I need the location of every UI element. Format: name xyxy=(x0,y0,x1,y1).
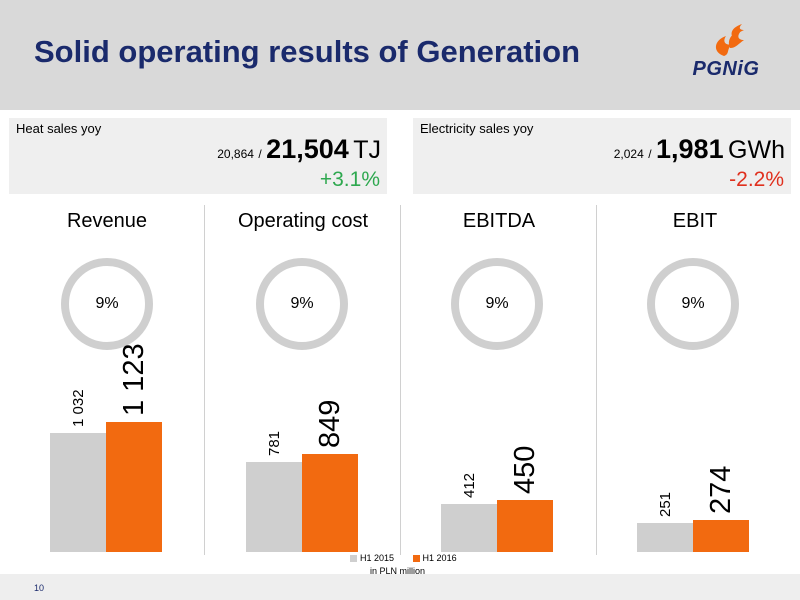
label-operating-cost-h1-2016: 849 xyxy=(314,399,346,448)
electricity-sales-label: Electricity sales yoy xyxy=(420,121,534,136)
bar-operating-cost-h1-2016 xyxy=(302,454,358,552)
bar-ebit-h1-2015 xyxy=(637,523,693,552)
legend-swatch-h1-2015 xyxy=(350,555,357,563)
heat-sales-change: +3.1% xyxy=(319,168,380,191)
label-ebit-h1-2016: 274 xyxy=(705,465,737,514)
bar-operating-cost-h1-2015 xyxy=(246,462,302,552)
heat-sales-separator: / xyxy=(258,147,262,161)
bar-ebitda-h1-2016 xyxy=(497,500,553,552)
label-ebit-h1-2015: 251 xyxy=(657,491,674,517)
heat-sales-box: Heat sales yoy 20,864 / 21,504 TJ +3.1% xyxy=(9,118,387,194)
slide-header xyxy=(0,0,800,110)
label-ebitda-h1-2016: 450 xyxy=(509,445,541,494)
logo-text: PGNiG xyxy=(692,58,760,80)
bar-ebit-h1-2016 xyxy=(693,520,749,552)
panel-title-ebit: EBIT xyxy=(672,210,718,232)
ring-revenue xyxy=(61,258,153,350)
ring-label-ebit: 9% xyxy=(681,295,705,312)
electricity-sales-separator: / xyxy=(648,147,652,161)
electricity-sales-change: -2.2% xyxy=(729,168,784,191)
label-ebitda-h1-2015: 412 xyxy=(461,472,478,498)
panel-title-ebitda: EBITDA xyxy=(462,210,536,232)
heat-sales-unit: TJ xyxy=(353,136,381,164)
ring-operating-cost xyxy=(256,258,348,350)
electricity-sales-box: Electricity sales yoy 2,024 / 1,981 GWh … xyxy=(413,118,791,194)
label-revenue-h1-2015: 1 032 xyxy=(70,389,87,427)
heat-sales-current: 21,504 xyxy=(266,134,349,164)
bar-revenue-h1-2015 xyxy=(50,433,106,552)
panel-divider xyxy=(596,205,597,555)
pgnig-logo: PGNiG xyxy=(686,22,766,86)
ring-ebit xyxy=(647,258,739,350)
panel-divider xyxy=(400,205,401,555)
footer-bar xyxy=(0,574,800,600)
label-revenue-h1-2016: 1 123 xyxy=(118,343,150,416)
chart-legend: H1 2015 H1 2016 xyxy=(350,553,473,563)
panel-title-operating-cost: Operating cost xyxy=(237,210,369,232)
panel-title-revenue: Revenue xyxy=(66,210,148,232)
slide-title: Solid operating results of Generation xyxy=(34,34,581,69)
heat-sales-label: Heat sales yoy xyxy=(16,121,102,136)
legend-swatch-h1-2016 xyxy=(412,555,420,563)
page-number: 10 xyxy=(34,583,45,593)
legend-item-h1-2016: H1 2016 xyxy=(412,553,457,563)
legend-label-h1-2016: H1 2016 xyxy=(422,553,457,563)
heat-sales-value: 20,864 / 21,504 TJ xyxy=(217,134,381,165)
bar-revenue-h1-2016 xyxy=(106,422,162,552)
heat-sales-previous: 20,864 xyxy=(217,147,254,161)
electricity-sales-previous: 2,024 xyxy=(613,147,644,161)
ring-label-revenue: 9% xyxy=(95,295,119,312)
electricity-sales-unit: GWh xyxy=(728,136,785,164)
panel-divider xyxy=(204,205,205,555)
legend-label-h1-2015: H1 2015 xyxy=(360,553,395,563)
bar-ebitda-h1-2015 xyxy=(441,504,497,552)
ring-label-operating-cost: 9% xyxy=(290,295,314,312)
label-operating-cost-h1-2015: 781 xyxy=(266,430,283,456)
electricity-sales-current: 1,981 xyxy=(656,134,724,164)
electricity-sales-value: 2,024 / 1,981 GWh xyxy=(614,134,785,165)
unit-note: in PLN million xyxy=(370,566,426,576)
flame-icon xyxy=(715,24,744,56)
ring-ebitda xyxy=(451,258,543,350)
legend-item-h1-2015: H1 2015 xyxy=(350,553,394,563)
ring-label-ebitda: 9% xyxy=(485,295,509,312)
